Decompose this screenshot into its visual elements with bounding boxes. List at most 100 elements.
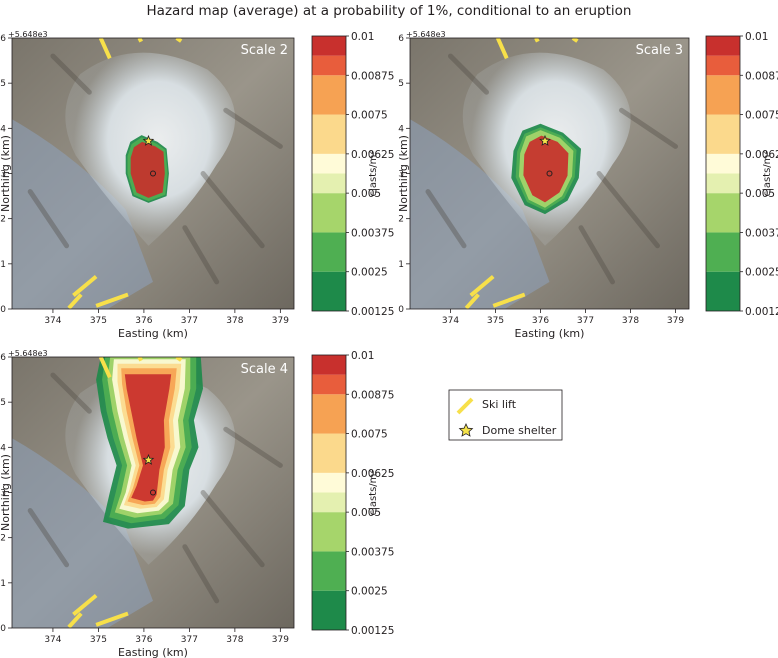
- x-tick-label: 378: [622, 316, 639, 326]
- ski-lift: [534, 38, 540, 43]
- colorbar-segment: [706, 173, 740, 194]
- y-tick-label: 2: [0, 215, 6, 225]
- ski-lift: [72, 274, 98, 297]
- colorbar-segment: [706, 193, 740, 233]
- colorbar-tick-label: 0.00375: [351, 227, 394, 239]
- colorbar-tick-label: 0.00625: [745, 149, 778, 161]
- y-tick-label: 2: [398, 215, 404, 225]
- terrain-ridge: [448, 53, 489, 95]
- y-axis-label: Northing (km): [0, 454, 12, 531]
- x-tick-label: 379: [272, 316, 289, 326]
- colorbar-unit-label: clasts/m²: [368, 470, 379, 516]
- colorbar-segment: [706, 55, 740, 76]
- y-offset-label: +5.648e3: [406, 30, 446, 39]
- colorbar-tick-label: 0.00875: [351, 389, 394, 401]
- colorbar-tick-label: 0.01: [745, 31, 768, 43]
- x-tick-label: 374: [44, 635, 61, 645]
- terrain-ridge: [223, 426, 283, 468]
- y-tick-label: 6: [398, 34, 404, 44]
- colorbar-segment: [312, 232, 346, 272]
- colorbar: 0.01 0.00875 0.0075 0.00625 0.005 0.00375 0.00…: [311, 350, 394, 637]
- y-tick-label: 1: [398, 260, 404, 270]
- ski-lift: [464, 293, 480, 309]
- x-tick-label: 379: [667, 316, 684, 326]
- ski-lift: [95, 292, 129, 308]
- colorbar-segment: [312, 55, 346, 76]
- colorbar-segment: [312, 173, 346, 194]
- colorbar-segment: [312, 36, 346, 56]
- colorbar-tick-label: 0.0075: [351, 429, 388, 441]
- colorbar-tick-label: 0.00125: [351, 306, 394, 318]
- colorbar-tick-label: 0.005: [745, 188, 775, 200]
- colorbar-segment: [312, 271, 346, 311]
- vent-marker: [150, 489, 156, 496]
- y-tick-label: 0: [398, 305, 404, 315]
- colorbar: 0.01 0.00875 0.0075 0.00625 0.005 0.00375 0.00…: [311, 31, 394, 318]
- colorbar-segment: [706, 75, 740, 115]
- terrain-ridge: [200, 490, 265, 568]
- legend-ski-lift-label: Ski lift: [482, 398, 517, 411]
- x-tick-label: 377: [181, 635, 198, 645]
- colorbar-segment: [312, 433, 346, 473]
- y-tick-label: 4: [0, 443, 6, 453]
- ski-lift: [72, 593, 98, 616]
- terrain-ridge: [596, 171, 660, 249]
- x-tick-label: 376: [135, 635, 152, 645]
- x-axis-label: Easting (km): [515, 327, 585, 340]
- y-axis-label: Northing (km): [397, 135, 410, 212]
- colorbar-tick-label: 0.0025: [351, 586, 388, 598]
- map-panel: Scale 4 374 375 376 377 378 379 0 1 2 3 4 5 6 +5.648e3…: [0, 349, 295, 658]
- y-tick-label: 5: [0, 398, 6, 408]
- ski-lift: [495, 38, 509, 60]
- vent-marker: [150, 170, 156, 177]
- x-axis-label: Easting (km): [118, 646, 188, 658]
- legend-shelter-label: Dome shelter: [482, 424, 557, 437]
- y-offset-label: +5.648e3: [8, 349, 48, 358]
- colorbar-segment: [312, 394, 346, 434]
- y-tick-label: 1: [0, 260, 6, 270]
- x-tick-label: 376: [532, 316, 549, 326]
- colorbar-segment: [312, 590, 346, 630]
- colorbar-tick-label: 0.00875: [351, 70, 394, 82]
- colorbar-tick-label: 0.005: [351, 507, 381, 519]
- colorbar-tick-label: 0.005: [351, 188, 381, 200]
- x-tick-label: 378: [226, 316, 243, 326]
- colorbar-tick-label: 0.00125: [745, 306, 778, 318]
- y-tick-label: 3: [0, 489, 6, 499]
- colorbar-tick-label: 0.0075: [351, 110, 388, 122]
- y-tick-label: 3: [0, 170, 6, 180]
- y-tick-label: 6: [0, 34, 6, 44]
- colorbar-segment: [312, 512, 346, 552]
- x-axis-label: Easting (km): [118, 327, 188, 340]
- ski-lift: [175, 357, 183, 362]
- figure-title: Hazard map (average) at a probability of…: [147, 3, 632, 19]
- x-tick-label: 374: [44, 316, 61, 326]
- terrain-ridge: [223, 107, 283, 149]
- colorbar-segment: [312, 374, 346, 395]
- ski-lift: [95, 611, 129, 627]
- colorbar: 0.01 0.00875 0.0075 0.00625 0.005 0.00375 0.00…: [705, 31, 778, 318]
- panel-label: Scale 2: [241, 43, 288, 58]
- map-panel: Scale 3 374 375 376 377 378 379 0 1 2 3 4 5 6 +5.648e3…: [397, 30, 690, 340]
- flank-shading: [410, 119, 550, 309]
- x-tick-label: 375: [487, 316, 504, 326]
- terrain-ridge: [425, 189, 467, 249]
- y-tick-label: 0: [0, 305, 6, 315]
- y-axis-label: Northing (km): [0, 135, 12, 212]
- colorbar-tick-label: 0.01: [351, 31, 374, 43]
- terrain-ridge: [50, 372, 92, 414]
- shelter-star-icon: [142, 453, 155, 465]
- ski-lift: [98, 357, 112, 379]
- ski-lift: [67, 293, 83, 309]
- colorbar-tick-label: 0.00375: [351, 546, 394, 558]
- y-tick-label: 2: [0, 534, 6, 544]
- ski-lift: [469, 274, 495, 297]
- colorbar-segment: [312, 153, 346, 174]
- x-tick-label: 377: [577, 316, 594, 326]
- colorbar-segment: [312, 551, 346, 591]
- terrain-ridge: [182, 225, 220, 285]
- ski-lift: [67, 612, 83, 628]
- terrain-ridge: [27, 508, 70, 568]
- shelter-star-icon: [142, 134, 155, 146]
